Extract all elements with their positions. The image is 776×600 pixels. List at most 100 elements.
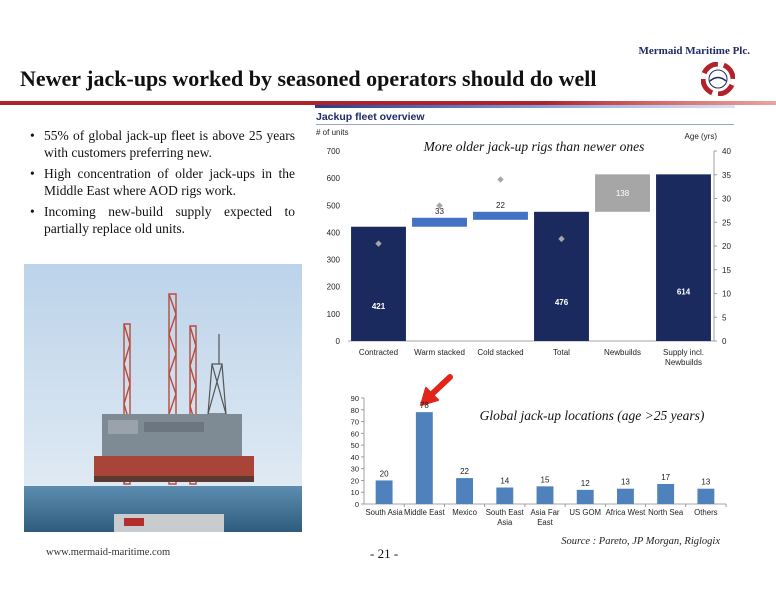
chart2-x-tick-label: Mexico bbox=[452, 508, 477, 517]
chart1-y-tick-label: 400 bbox=[327, 228, 341, 237]
chart1-bar bbox=[595, 174, 650, 212]
chart1-data-label: 614 bbox=[677, 287, 691, 296]
chart1-annotation: More older jack-up rigs than newer ones bbox=[423, 139, 645, 154]
chart2-y-tick-label: 50 bbox=[351, 441, 359, 450]
chart2-y-tick-label: 60 bbox=[351, 429, 359, 438]
chart1-bar bbox=[656, 174, 711, 341]
chart1-y2-tick-label: 20 bbox=[722, 242, 731, 251]
chart1-ylabel: # of units bbox=[316, 128, 348, 137]
chart2-y-tick-label: 90 bbox=[351, 394, 359, 403]
chart2-bar bbox=[375, 480, 393, 504]
chart1-y-tick-label: 0 bbox=[336, 337, 341, 346]
chart1-y2-tick-label: 40 bbox=[722, 147, 731, 156]
chart1-x-tick-label: Cold stacked bbox=[477, 348, 523, 357]
chart1-y2-tick-label: 15 bbox=[722, 266, 731, 275]
chart2-y-tick-label: 10 bbox=[351, 488, 359, 497]
page-title: Newer jack-ups worked by seasoned operat… bbox=[20, 66, 597, 91]
chart2-x-tick-label: Asia bbox=[497, 518, 513, 527]
chart2-x-tick-label: Asia Far bbox=[530, 508, 559, 517]
title-divider bbox=[0, 101, 776, 105]
chart2-x-tick-label: Others bbox=[694, 508, 717, 517]
chart2-bar bbox=[415, 412, 433, 504]
chart1-title-underline bbox=[316, 124, 734, 125]
chart1-bar bbox=[534, 211, 589, 341]
chart1-y2-tick-label: 30 bbox=[722, 195, 731, 204]
jackup-rig-photo bbox=[24, 264, 302, 532]
chart2-data-label: 13 bbox=[701, 478, 710, 487]
chart1-y-tick-label: 600 bbox=[327, 174, 341, 183]
chart1-y2-tick-label: 10 bbox=[722, 290, 731, 299]
chart1-y2-tick-label: 35 bbox=[722, 171, 731, 180]
chart2-data-label: 22 bbox=[460, 467, 469, 476]
chart1-age-marker bbox=[375, 240, 382, 247]
global-jackup-locations-chart: Global jack-up locations (age >25 years)… bbox=[351, 394, 727, 527]
chart2-bar bbox=[657, 483, 675, 504]
chart1-title: Jackup fleet overview bbox=[316, 111, 425, 123]
chart2-x-tick-label: South Asia bbox=[365, 508, 403, 517]
company-name: Mermaid Maritime Plc. bbox=[638, 45, 750, 57]
chart2-x-tick-label: Africa West bbox=[606, 508, 647, 517]
chart1-bar bbox=[473, 211, 528, 220]
chart1-y2label: Age (yrs) bbox=[685, 132, 718, 141]
chart2-x-tick-label: East bbox=[537, 518, 553, 527]
chart-header-divider bbox=[315, 105, 735, 108]
chart2-annotation: Global jack-up locations (age >25 years) bbox=[480, 408, 705, 423]
chart2-y-tick-label: 80 bbox=[351, 406, 359, 415]
chart1-x-tick-label: Total bbox=[553, 348, 570, 357]
chart1-x-tick-label: Warm stacked bbox=[414, 348, 465, 357]
chart2-x-tick-label: North Sea bbox=[648, 508, 684, 517]
chart2-x-tick-label: Middle East bbox=[404, 508, 446, 517]
chart2-bar bbox=[616, 488, 634, 504]
chart1-x-tick-label: Contracted bbox=[359, 348, 398, 357]
chart2-y-tick-label: 0 bbox=[355, 500, 359, 509]
chart1-y-tick-label: 500 bbox=[327, 201, 341, 210]
bullet-item: Incoming new-build supply expected to pa… bbox=[30, 204, 295, 237]
footer-url: www.mermaid-maritime.com bbox=[46, 547, 171, 558]
chart2-data-label: 14 bbox=[500, 477, 509, 486]
chart1-x-tick-label: Supply incl. bbox=[663, 348, 704, 357]
chart1-y-tick-label: 100 bbox=[327, 310, 341, 319]
chart1-y-tick-label: 700 bbox=[327, 147, 341, 156]
chart2-x-tick-label: US GOM bbox=[569, 508, 601, 517]
chart2-y-tick-label: 70 bbox=[351, 418, 359, 427]
page-number: - 21 - bbox=[370, 546, 399, 561]
bullet-list: 55% of global jack-up fleet is above 25 … bbox=[30, 128, 295, 242]
chart2-bar bbox=[576, 489, 594, 504]
chart1-y-tick-label: 200 bbox=[327, 283, 341, 292]
chart2-y-tick-label: 40 bbox=[351, 453, 359, 462]
bullet-item: High concentration of older jack-ups in … bbox=[30, 166, 295, 199]
chart1-y2-tick-label: 25 bbox=[722, 218, 731, 227]
chart1-data-label: 22 bbox=[496, 201, 505, 210]
chart1-x-tick-label: Newbuilds bbox=[604, 348, 641, 357]
chart1-data-label: 476 bbox=[555, 298, 569, 307]
chart2-bar bbox=[456, 478, 474, 504]
jackup-fleet-overview-chart: # of units Age (yrs) More older jack-up … bbox=[316, 128, 731, 367]
chart1-age-marker bbox=[497, 176, 504, 183]
highlight-arrow-icon bbox=[420, 374, 453, 406]
chart1-data-label: 138 bbox=[616, 189, 630, 198]
chart1-data-label: 421 bbox=[372, 302, 386, 311]
chart2-data-label: 78 bbox=[420, 401, 429, 410]
chart2-data-label: 13 bbox=[621, 478, 630, 487]
chart1-y2-tick-label: 0 bbox=[722, 337, 727, 346]
chart2-bar bbox=[496, 487, 514, 504]
chart1-x-tick-label: Newbuilds bbox=[665, 358, 702, 367]
chart2-bar bbox=[697, 488, 715, 504]
chart1-bar bbox=[412, 217, 467, 227]
chart2-y-tick-label: 30 bbox=[351, 465, 359, 474]
bullet-item: 55% of global jack-up fleet is above 25 … bbox=[30, 128, 295, 161]
chart2-data-label: 20 bbox=[380, 469, 389, 478]
chart1-age-marker bbox=[558, 235, 565, 243]
chart2-x-tick-label: South East bbox=[486, 508, 525, 517]
chart1-y-tick-label: 300 bbox=[327, 256, 341, 265]
source-note: Source : Pareto, JP Morgan, Riglogix bbox=[561, 536, 720, 547]
chart1-data-label: 33 bbox=[435, 207, 444, 216]
chart2-data-label: 17 bbox=[661, 473, 670, 482]
chart1-age-marker bbox=[436, 202, 443, 209]
chart2-y-tick-label: 20 bbox=[351, 476, 359, 485]
chart2-data-label: 12 bbox=[581, 479, 590, 488]
chart1-y2-tick-label: 5 bbox=[722, 313, 727, 322]
chart2-data-label: 15 bbox=[541, 475, 550, 484]
chart2-bar bbox=[536, 486, 554, 504]
company-logo-icon bbox=[701, 62, 735, 96]
